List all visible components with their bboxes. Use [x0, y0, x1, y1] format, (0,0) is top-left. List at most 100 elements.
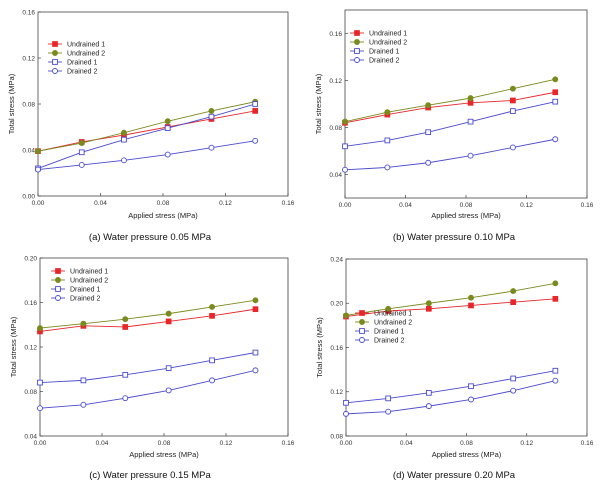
data-point — [35, 166, 41, 173]
data-point — [121, 136, 127, 143]
data-point — [165, 318, 172, 325]
y-tick-label: 0.16 — [330, 345, 343, 352]
legend: Undrained 1 Undrained 2 Drained 1 Drained 2 — [48, 41, 105, 75]
legend-marker — [359, 328, 365, 334]
x-tick-label: 0.12 — [520, 440, 533, 447]
y-tick-label: 0.00 — [22, 193, 35, 200]
data-point — [120, 129, 127, 136]
legend-marker — [55, 295, 61, 301]
legend-entry: Undrained 1 — [369, 30, 407, 37]
data-point — [208, 113, 215, 120]
data-point — [385, 305, 392, 312]
series-line-2 — [344, 78, 556, 123]
data-point — [468, 383, 474, 390]
legend-marker — [55, 277, 61, 283]
x-tick-label: 0.00 — [340, 440, 353, 447]
chart-panel-3: 0.00 0.04 0.08 0.12 0.160.040.080.120.160.20… — [9, 255, 295, 481]
data-point — [343, 312, 349, 319]
data-point — [425, 403, 432, 410]
x-tick-label: 0.04 — [96, 440, 109, 447]
data-point — [80, 320, 87, 327]
x-tick-label: 0.16 — [581, 202, 594, 209]
data-point — [122, 395, 129, 402]
legend-marker — [359, 310, 365, 316]
data-point — [510, 288, 517, 295]
data-point — [468, 396, 474, 403]
data-point — [208, 107, 215, 114]
data-point — [552, 377, 559, 384]
x-tick-label: 0.04 — [399, 202, 412, 209]
y-axis-label: Total stress (MPa) — [315, 317, 324, 378]
plot-frame — [39, 257, 289, 437]
panel-caption: (d) Water pressure 0.20 MPa — [393, 470, 516, 481]
x-tick-label: 0.12 — [220, 440, 233, 447]
series-line-4 — [37, 140, 256, 170]
x-tick-label: 0.00 — [339, 202, 352, 209]
y-tick-label: 0.20 — [330, 301, 343, 308]
series-line-3 — [345, 370, 556, 404]
data-point — [209, 313, 215, 319]
x-axis-label: Applied stress (MPa) — [431, 211, 501, 220]
legend-marker — [359, 337, 365, 343]
data-point — [510, 97, 516, 104]
x-tick-label: 0.12 — [520, 202, 533, 209]
x-axis-label: Applied stress (MPa) — [432, 450, 502, 459]
data-point — [165, 310, 172, 317]
x-axis-label: Applied stress (MPa) — [128, 211, 198, 220]
x-tick-label: 0.00 — [32, 200, 45, 207]
series-line-1 — [344, 91, 556, 124]
data-point — [252, 297, 259, 304]
x-tick-label: 0.08 — [460, 202, 473, 209]
legend-entry: Undrained 2 — [70, 277, 108, 284]
legend-entry: Drained 2 — [67, 68, 97, 75]
x-tick-label: 0.12 — [219, 200, 232, 207]
y-axis-label: Total stress (MPa) — [314, 73, 323, 134]
panel-caption: (a) Water pressure 0.05 MPa — [89, 232, 212, 243]
data-point — [80, 377, 87, 384]
legend-marker — [354, 57, 360, 63]
data-point — [122, 324, 129, 330]
legend-marker — [52, 50, 58, 56]
legend: Undrained 1 Undrained 2 Drained 1 Drained 2 — [350, 30, 407, 64]
series-line-4 — [344, 138, 556, 171]
data-point — [35, 148, 41, 155]
data-point — [552, 76, 559, 83]
legend-marker — [52, 68, 58, 74]
y-tick-label: 0.04 — [24, 433, 37, 440]
series-line-3 — [39, 352, 256, 384]
data-point — [468, 294, 474, 301]
data-point — [385, 408, 392, 415]
data-point — [343, 399, 349, 406]
x-tick-label: 0.16 — [282, 200, 295, 207]
data-point — [342, 143, 348, 150]
series-line-4 — [39, 369, 256, 409]
legend-entry: Drained 2 — [374, 337, 404, 344]
y-tick-label: 0.12 — [330, 389, 343, 396]
legend-entry: Undrained 1 — [67, 41, 105, 48]
plot-frame — [37, 11, 289, 197]
data-point — [37, 405, 43, 412]
series-line-3 — [37, 103, 256, 169]
data-point — [37, 325, 43, 332]
data-point — [252, 101, 259, 107]
data-point — [164, 118, 171, 125]
legend-entry: Drained 1 — [369, 48, 399, 55]
data-point — [209, 357, 215, 364]
data-point — [120, 157, 127, 164]
data-point — [509, 85, 516, 92]
legend-marker — [359, 319, 365, 325]
series-line-1 — [345, 298, 556, 317]
data-point — [165, 365, 172, 371]
data-point — [384, 137, 391, 144]
data-point — [467, 118, 474, 125]
x-tick-label: 0.08 — [158, 440, 171, 447]
legend-entry: Drained 1 — [374, 328, 404, 335]
data-point — [552, 98, 559, 105]
data-point — [164, 125, 171, 132]
legend-entry: Drained 1 — [67, 59, 97, 66]
data-point — [78, 140, 85, 147]
y-tick-label: 0.24 — [330, 256, 343, 263]
data-point — [425, 300, 432, 307]
data-point — [343, 410, 349, 417]
